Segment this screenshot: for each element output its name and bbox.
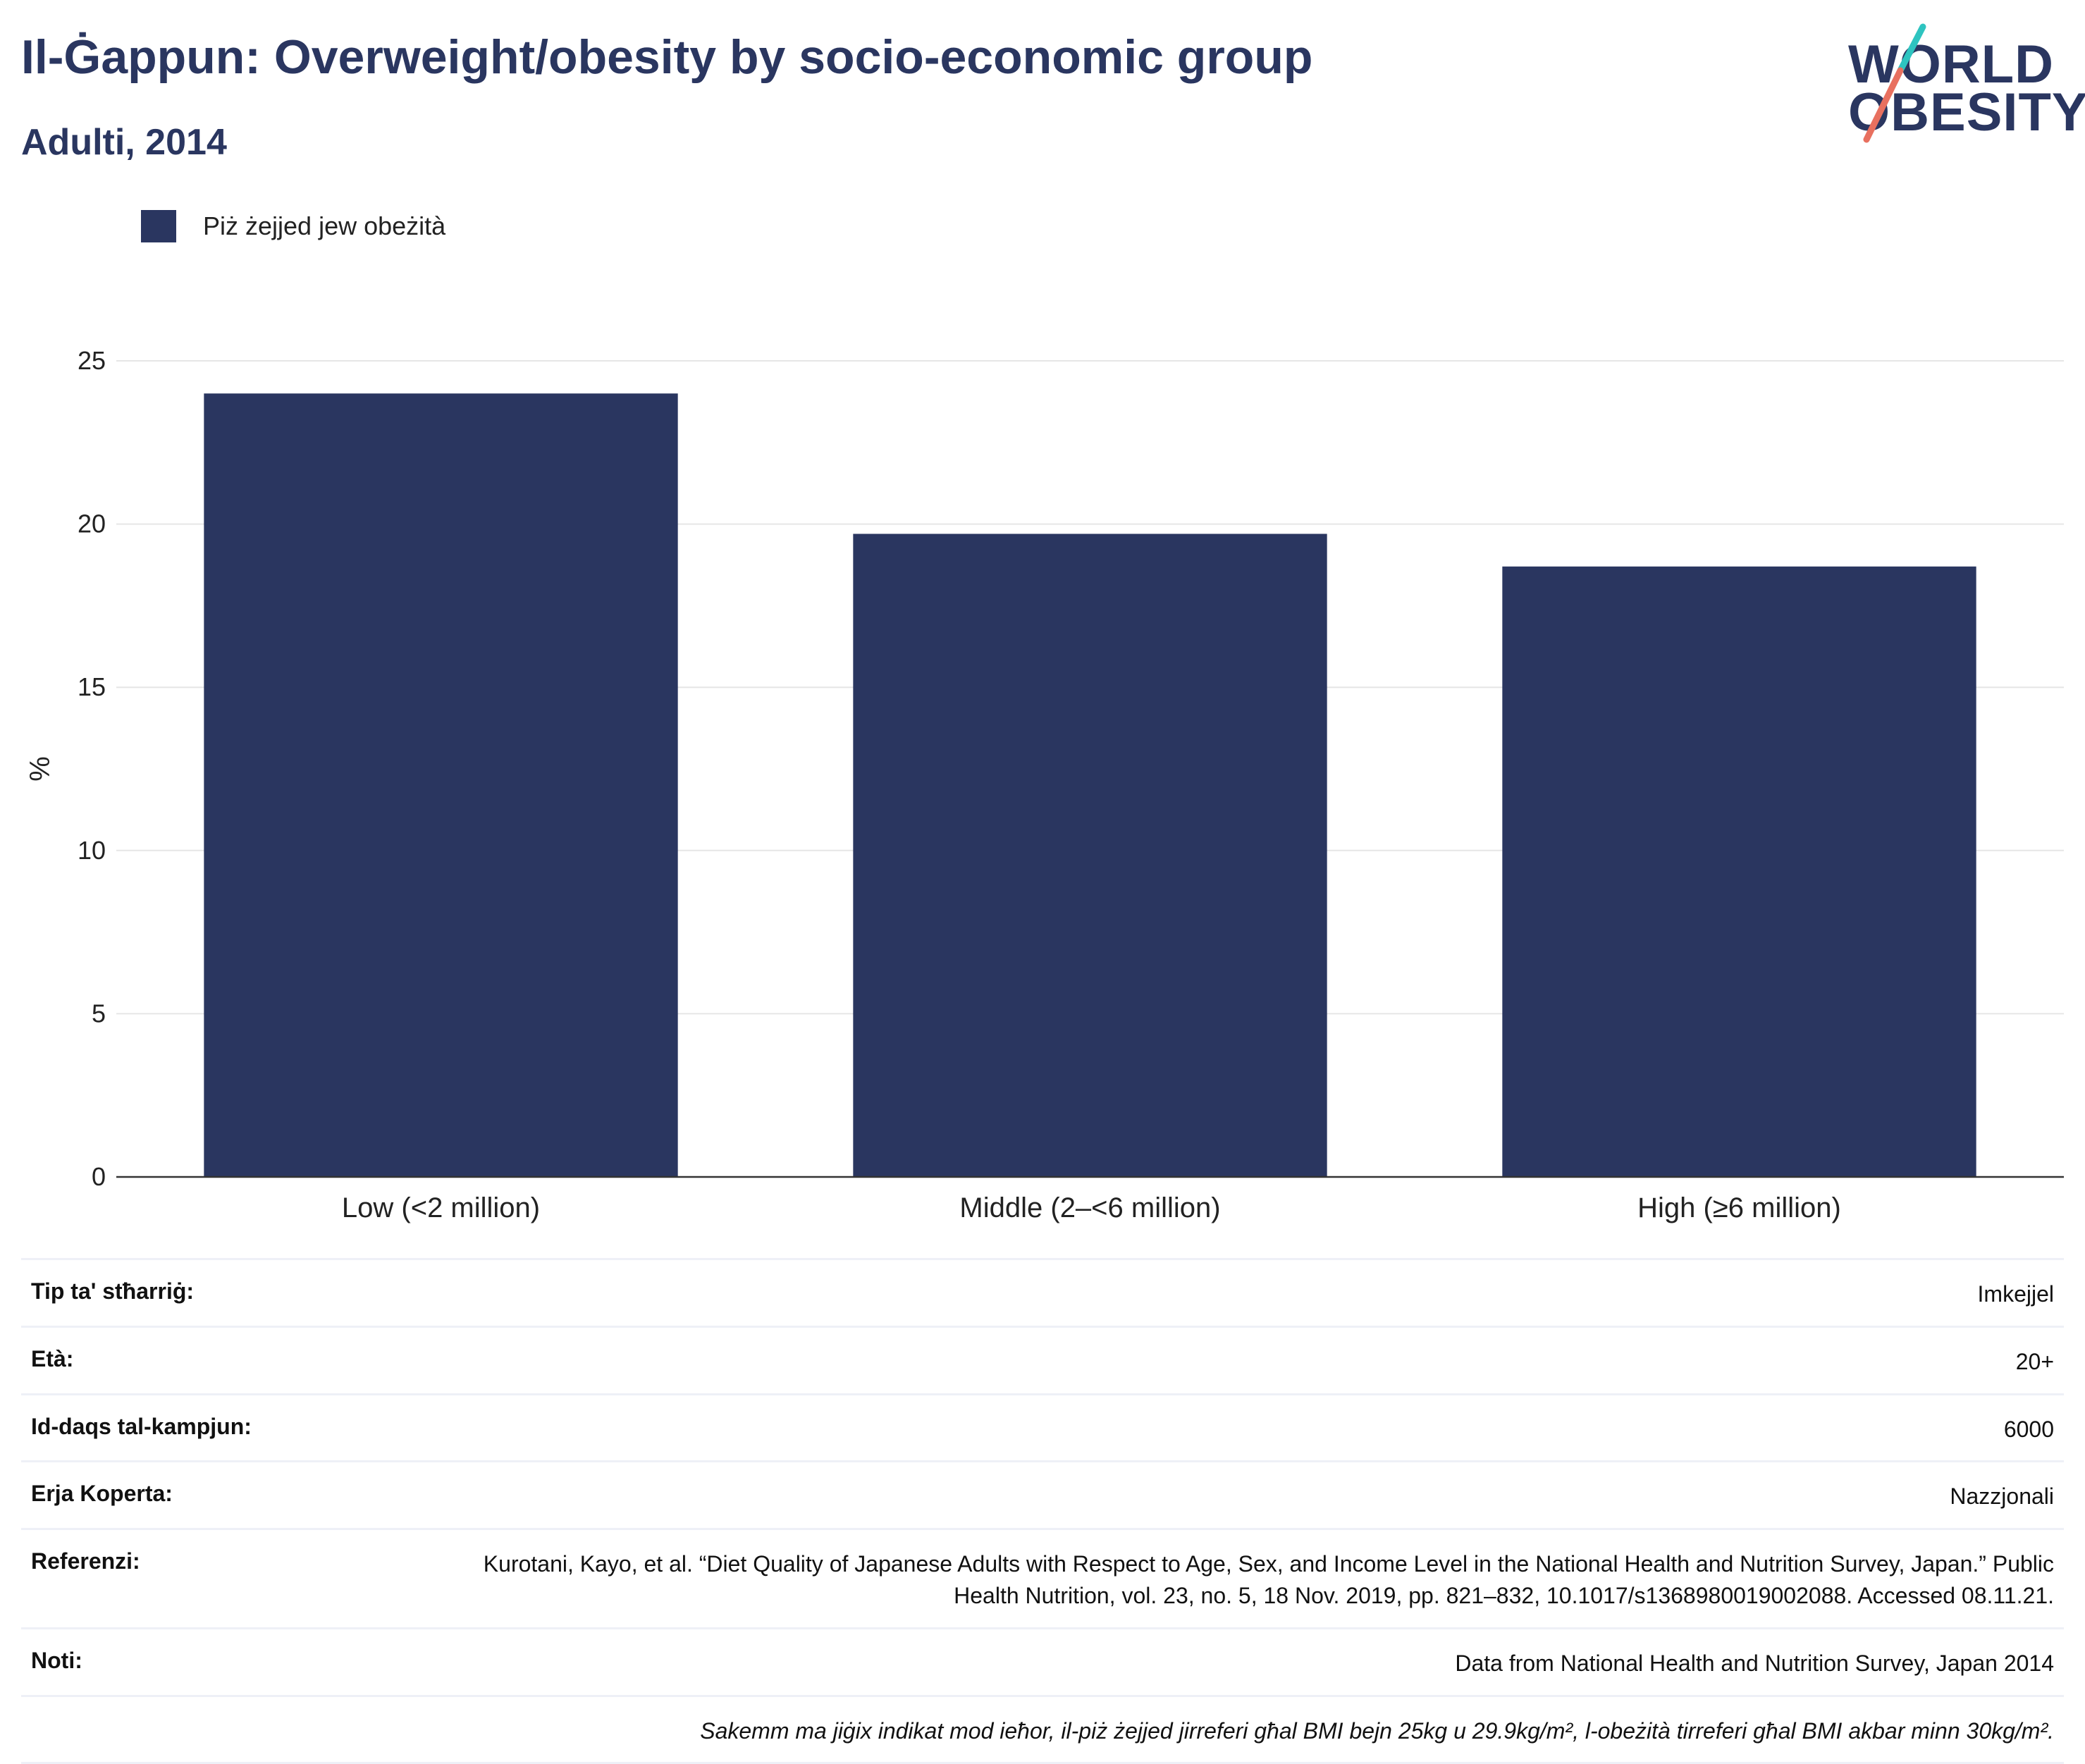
footnote: Sakemm ma jiġix indikat mod ieħor, il-pi… <box>700 1717 2054 1744</box>
table-row: Erja Koperta: Nazzjonali <box>21 1460 2064 1528</box>
y-tick-label: 5 <box>92 999 106 1028</box>
x-tick-label: Middle (2–<6 million) <box>959 1192 1220 1223</box>
row-value: Kurotani, Kayo, et al. “Diet Quality of … <box>483 1551 2054 1608</box>
row-value: Nazzjonali <box>1950 1484 2054 1510</box>
y-tick-label: 25 <box>78 346 106 375</box>
legend-swatch <box>141 210 176 242</box>
table-row: Id-daqs tal-kampjun: 6000 <box>21 1393 2064 1461</box>
row-label: Referenzi: <box>31 1548 140 1574</box>
row-label: Id-daqs tal-kampjun: <box>31 1413 252 1439</box>
logo-slash-icon <box>1863 23 1926 143</box>
row-value: 6000 <box>2003 1416 2054 1442</box>
y-tick-label: 0 <box>92 1162 106 1191</box>
row-value: Data from National Health and Nutrition … <box>1455 1650 2054 1676</box>
legend: Piż żejjed jew obeżità <box>141 210 445 242</box>
y-tick-label: 15 <box>78 672 106 701</box>
table-row: Noti: Data from National Health and Nutri… <box>21 1627 2064 1695</box>
x-tick-label: Low (<2 million) <box>342 1192 540 1223</box>
logo-word-1: WORLD <box>1848 35 2055 94</box>
world-obesity-logo: WORLD OBESITY <box>1833 21 2085 148</box>
chart-subtitle: Adulti, 2014 <box>21 122 227 163</box>
info-table: Tip ta' stħarriġ: Imkejjel Età: 20+ Id-daqs … <box>21 1258 2064 1764</box>
row-value: 20+ <box>2015 1348 2054 1374</box>
row-label: Età: <box>31 1345 74 1371</box>
x-tick-label: High (≥6 million) <box>1637 1192 1841 1223</box>
row-label: Erja Koperta: <box>31 1481 173 1507</box>
chart-title: Il-Ġappun: Overweight/obesity by socio-e… <box>21 30 1313 84</box>
bar-3 <box>1502 566 1976 1177</box>
footnote-row: Sakemm ma jiġix indikat mod ieħor, il-pi… <box>21 1694 2064 1764</box>
bar-chart: 0 5 10 15 20 25% Low (<2 million) Middle (2–<6 … <box>25 346 2064 1223</box>
row-value: Imkejjel <box>1977 1281 2054 1307</box>
bar-2 <box>853 533 1327 1177</box>
table-row: Tip ta' stħarriġ: Imkejjel <box>21 1258 2064 1326</box>
table-row: Età: 20+ <box>21 1325 2064 1393</box>
y-tick-label: 10 <box>78 836 106 865</box>
legend-label: Piż żejjed jew obeżità <box>203 211 446 240</box>
bar-1 <box>204 393 678 1177</box>
row-label: Tip ta' stħarriġ: <box>31 1278 195 1304</box>
table-row: Referenzi: Kurotani, Kayo, et al. “Diet Q… <box>21 1528 2064 1627</box>
y-axis-title: % <box>25 756 56 782</box>
row-label: Noti: <box>31 1647 82 1673</box>
y-tick-label: 20 <box>78 510 106 538</box>
